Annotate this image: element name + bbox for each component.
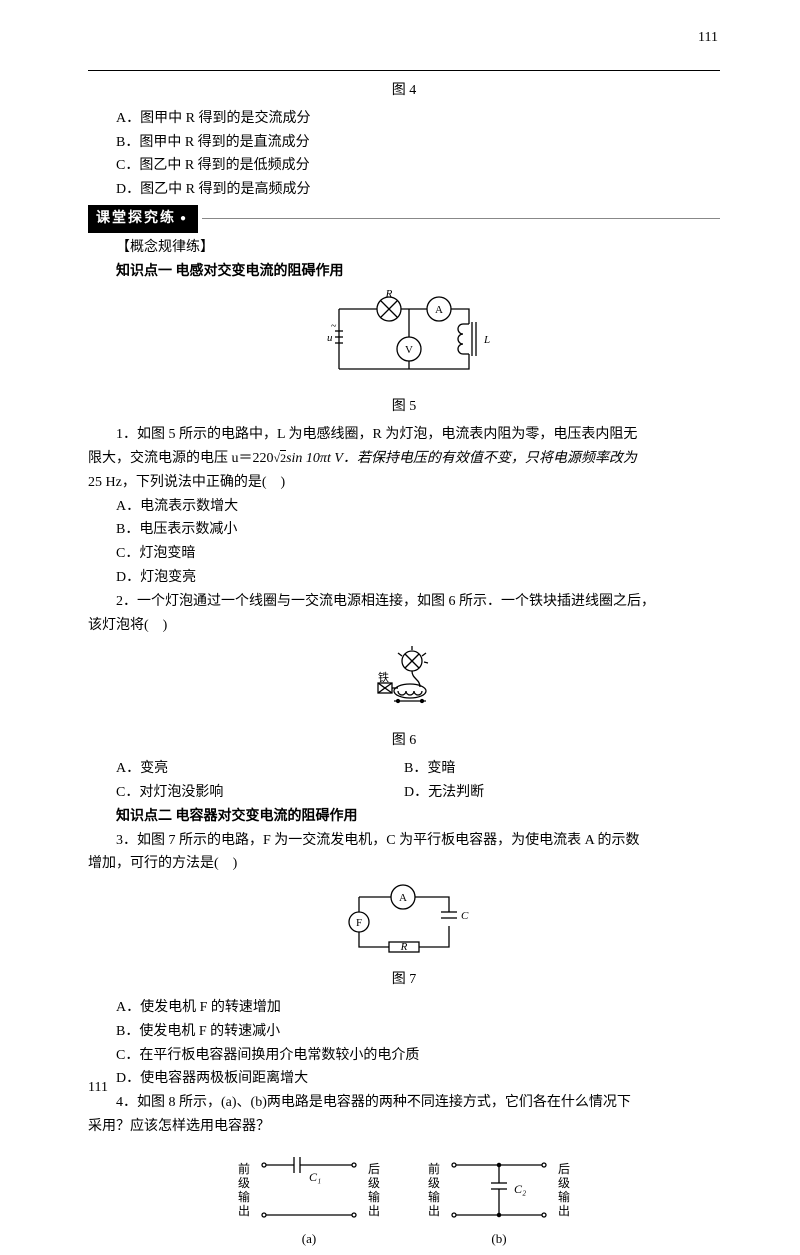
fig6-iron-label: 铁 bbox=[378, 671, 389, 684]
svg-text:V: V bbox=[405, 344, 413, 356]
svg-text:u: u bbox=[327, 332, 333, 344]
q1-option-d: D．灯泡变亮 bbox=[88, 566, 720, 590]
header-rule bbox=[88, 70, 720, 71]
q1-option-c: C．灯泡变暗 bbox=[88, 542, 720, 566]
fig6-caption: 图 6 bbox=[88, 729, 720, 753]
fig5: R A V L u ~ bbox=[88, 289, 720, 389]
svg-text:(a): (a) bbox=[302, 1231, 316, 1246]
svg-text:级: 级 bbox=[558, 1176, 570, 1190]
q2-option-a: A．变亮 bbox=[88, 757, 404, 781]
svg-text:L: L bbox=[483, 334, 490, 346]
svg-text:R: R bbox=[385, 289, 393, 300]
preq-option-d: D．图乙中 R 得到的是高频成分 bbox=[88, 178, 720, 202]
svg-text:C₁: C₁ bbox=[309, 1170, 321, 1184]
section-banner: 课堂探究练 bbox=[88, 205, 198, 233]
q1-line1: 1．如图 5 所示的电路中，L 为电感线圈，R 为灯泡，电流表内阻为零，电压表内… bbox=[88, 423, 720, 447]
q1-option-a: A．电流表示数增大 bbox=[88, 495, 720, 519]
svg-text:F: F bbox=[356, 917, 362, 929]
svg-text:输: 输 bbox=[238, 1189, 250, 1204]
q3-option-c: C．在平行板电容器间换用介电常数较小的电介质 bbox=[88, 1044, 720, 1068]
svg-text:R: R bbox=[400, 941, 408, 953]
kp1-title: 知识点一 电感对交变电流的阻碍作用 bbox=[88, 260, 720, 284]
q2-stem-2: 该灯泡将( ) bbox=[88, 614, 720, 638]
q3-stem-2: 增加，可行的方法是( ) bbox=[88, 852, 720, 876]
fig6: 铁 bbox=[88, 643, 720, 723]
svg-text:A: A bbox=[435, 304, 443, 316]
q1-stem: 1．如图 5 所示的电路中，L 为电感线圈，R 为灯泡，电流表内阻为零，电压表内… bbox=[88, 423, 720, 494]
q4-stem-2: 采用？应该怎样选用电容器？ bbox=[88, 1115, 720, 1139]
svg-text:A: A bbox=[399, 892, 407, 904]
fig5-caption: 图 5 bbox=[88, 395, 720, 419]
svg-text:(b): (b) bbox=[491, 1231, 506, 1246]
svg-text:前: 前 bbox=[428, 1161, 440, 1176]
preq-option-a: A．图甲中 R 得到的是交流成分 bbox=[88, 107, 720, 131]
q2-option-d: D．无法判断 bbox=[404, 781, 720, 805]
svg-text:级: 级 bbox=[368, 1176, 380, 1190]
banner-rule bbox=[202, 218, 720, 219]
svg-text:C: C bbox=[461, 910, 469, 922]
q4-stem-1: 4．如图 8 所示，(a)、(b)两电路是电容器的两种不同连接方式，它们各在什么… bbox=[88, 1091, 720, 1115]
q3-stem-1: 3．如图 7 所示的电路，F 为一交流发电机，C 为平行板电容器，为使电流表 A… bbox=[88, 829, 720, 853]
page-number-bottom: 111 bbox=[88, 1076, 108, 1100]
q1-line3: 25 Hz，下列说法中正确的是( ) bbox=[88, 475, 285, 490]
fig7-caption: 图 7 bbox=[88, 968, 720, 992]
svg-text:出: 出 bbox=[368, 1204, 380, 1218]
q2-option-c: C．对灯泡没影响 bbox=[88, 781, 404, 805]
concept-label: 【概念规律练】 bbox=[88, 236, 720, 260]
svg-text:后: 后 bbox=[368, 1162, 380, 1176]
svg-text:输: 输 bbox=[558, 1189, 570, 1204]
svg-text:出: 出 bbox=[428, 1204, 440, 1218]
svg-text:出: 出 bbox=[238, 1204, 250, 1218]
page-number-top: 111 bbox=[698, 26, 718, 50]
fig7: F A C R bbox=[88, 882, 720, 962]
svg-text:C₂: C₂ bbox=[514, 1182, 526, 1196]
svg-text:前: 前 bbox=[238, 1161, 250, 1176]
q2-option-b: B．变暗 bbox=[404, 757, 720, 781]
q2-stem-1: 2．一个灯泡通过一个线圈与一交流电源相连接，如图 6 所示．一个铁块插进线圈之后… bbox=[88, 590, 720, 614]
svg-text:级: 级 bbox=[428, 1176, 440, 1190]
svg-text:~: ~ bbox=[331, 321, 337, 332]
kp2-title: 知识点二 电容器对交变电流的阻碍作用 bbox=[88, 805, 720, 829]
q3-option-b: B．使发电机 F 的转速减小 bbox=[88, 1020, 720, 1044]
q1-line2b: sin 10πt V．若保持电压的有效值不变，只将电源频率改为 bbox=[286, 451, 637, 466]
preq-option-b: B．图甲中 R 得到的是直流成分 bbox=[88, 131, 720, 155]
fig8: 前 级 输 出 后 级 输 出 C₁ (a) 前 级 输 出 后 级 输 出 C… bbox=[88, 1145, 720, 1255]
svg-text:级: 级 bbox=[238, 1176, 250, 1190]
fig4-caption: 图 4 bbox=[88, 79, 720, 103]
q3-option-d: D．使电容器两极板间距离增大 bbox=[88, 1067, 720, 1091]
preq-option-c: C．图乙中 R 得到的是低频成分 bbox=[88, 154, 720, 178]
q1-line2a: 限大，交流电源的电压 u＝220 bbox=[88, 451, 274, 466]
q3-option-a: A．使发电机 F 的转速增加 bbox=[88, 996, 720, 1020]
svg-text:输: 输 bbox=[368, 1189, 380, 1204]
svg-text:出: 出 bbox=[558, 1204, 570, 1218]
svg-text:后: 后 bbox=[558, 1162, 570, 1176]
svg-text:输: 输 bbox=[428, 1189, 440, 1204]
q1-option-b: B．电压表示数减小 bbox=[88, 518, 720, 542]
section-banner-row: 课堂探究练 bbox=[88, 205, 720, 233]
